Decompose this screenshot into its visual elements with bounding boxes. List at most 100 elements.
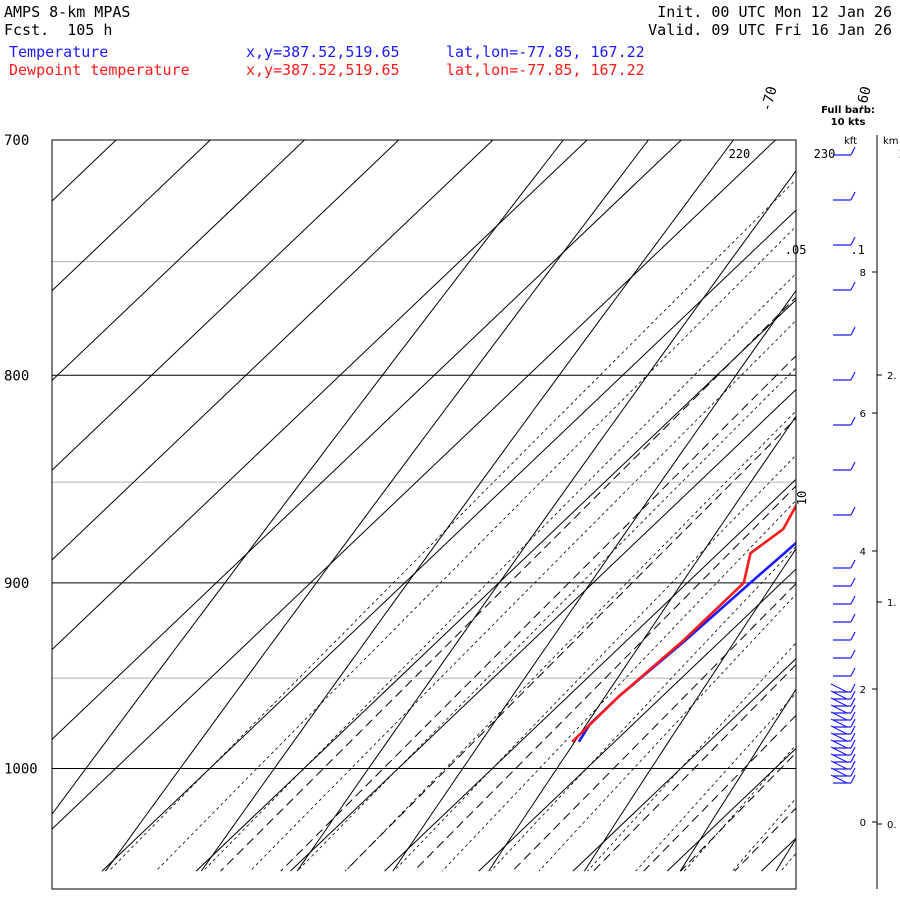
init-time: Init. 00 UTC Mon 12 Jan 26 xyxy=(657,3,892,21)
moist-adiabat-line xyxy=(155,226,796,872)
wind-barb-flag xyxy=(830,704,848,714)
isotherm-line xyxy=(52,140,306,382)
temperature-tick-label: -60 xyxy=(853,85,875,114)
dry-adiabat-line xyxy=(679,688,796,872)
dry-adiabat-line xyxy=(52,140,564,815)
temperature-profile-line xyxy=(577,541,796,743)
km-tick-label: 2. xyxy=(887,371,897,382)
wind-barb-flag xyxy=(830,690,848,700)
dewpoint-latlon: lat,lon=-77.85, 167.22 xyxy=(446,61,645,79)
isotherm-line xyxy=(52,140,494,561)
isotherm-line xyxy=(195,299,796,872)
mixing-ratio-label: .05 xyxy=(785,243,807,257)
isotherm-line xyxy=(761,837,796,872)
barb-key-title: Full barb: xyxy=(821,105,875,116)
wind-barb-flag xyxy=(830,697,848,707)
pressure-tick-label: 800 xyxy=(4,368,29,384)
dry-adiabat-line xyxy=(296,169,796,872)
isotherm-line xyxy=(52,140,683,741)
moist-adiabat-line xyxy=(780,852,796,872)
theta-label: 230 xyxy=(814,147,836,161)
km-label: km xyxy=(883,136,899,147)
theta-label: 240 xyxy=(899,147,900,161)
moist-adiabat-line xyxy=(345,410,796,872)
wind-barb-flag xyxy=(850,577,856,587)
mixing-ratio-line xyxy=(512,582,796,872)
kft-tick-label: 2 xyxy=(860,685,866,696)
wind-barb-flag xyxy=(850,697,856,707)
wind-barb-flag xyxy=(850,371,856,381)
wind-barb-flag xyxy=(850,613,856,623)
dry-adiabat-line xyxy=(200,140,735,872)
wind-barb-flag xyxy=(850,649,856,659)
mixing-ratio-line xyxy=(220,296,796,872)
wind-barb-flag xyxy=(850,739,856,749)
mixing-ratio-line xyxy=(643,714,796,872)
kft-tick-label: 4 xyxy=(860,547,866,558)
isotherm-line xyxy=(572,658,796,872)
plot-frame xyxy=(51,139,797,890)
wind-barb-flag xyxy=(850,760,856,770)
moist-adiabat-line xyxy=(249,319,796,872)
wind-barb-flag xyxy=(830,760,848,770)
wind-barb-flag xyxy=(850,559,856,569)
wind-barb-flag xyxy=(850,416,856,426)
wind-barb-flag xyxy=(850,683,856,693)
kft-tick-label: 0 xyxy=(860,818,866,829)
moist-adiabat-line xyxy=(490,546,796,872)
wind-barb-flag xyxy=(830,683,848,693)
wind-barb-flag xyxy=(850,732,856,742)
moist-adiabat-line xyxy=(108,179,796,872)
wind-barb-flag xyxy=(830,725,848,735)
legend-temperature: Temperature xyxy=(9,43,109,61)
moist-adiabat-line xyxy=(683,744,796,872)
km-tick-label: 0. xyxy=(887,820,897,831)
wind-barb-flag xyxy=(850,667,856,677)
moist-adiabat-line xyxy=(587,642,796,872)
wind-barb-flag xyxy=(850,774,856,784)
dry-adiabat-line xyxy=(392,289,796,872)
temperature-xy: x,y=387.52,519.65 xyxy=(246,43,400,61)
wind-barb-flag xyxy=(850,725,856,735)
wind-barb-flag xyxy=(830,718,848,728)
wind-barb-flag xyxy=(850,191,856,201)
valid-time: Valid. 09 UTC Fri 16 Jan 26 xyxy=(648,21,892,39)
wind-barb-flag xyxy=(830,774,848,784)
theta-label: 220 xyxy=(729,147,751,161)
mixing-ratio-line xyxy=(413,485,796,872)
dewpoint-profile-line xyxy=(571,503,796,743)
wind-barb-flag xyxy=(850,704,856,714)
model-title: AMPS 8-km MPAS xyxy=(4,3,131,21)
dry-adiabat-line xyxy=(872,89,900,871)
isotherm-line xyxy=(666,747,796,872)
moist-adiabat-line xyxy=(829,89,900,871)
mixing-ratio-label: .1 xyxy=(850,243,864,257)
isotherm-line xyxy=(478,568,796,872)
wind-barb-flag xyxy=(830,753,848,763)
km-tick-label: 1. xyxy=(887,598,897,609)
isotherm-line xyxy=(52,140,400,471)
wind-barb-flag xyxy=(830,732,848,742)
isotherm-line xyxy=(0,89,76,871)
wind-barb-flag xyxy=(850,718,856,728)
moist-adiabat-line xyxy=(442,499,796,872)
kft-tick-label: 8 xyxy=(860,268,866,279)
mixing-ratio-line xyxy=(344,417,796,872)
wind-barb-flag xyxy=(850,753,856,763)
kft-tick-label: 6 xyxy=(860,409,866,420)
wind-barb-flag xyxy=(830,739,848,749)
temperature-tick-label: -70 xyxy=(759,85,781,114)
wind-barb-flag xyxy=(850,631,856,641)
moist-adiabat-line xyxy=(878,89,900,871)
dry-adiabat-line xyxy=(583,547,796,872)
wind-barb-flag xyxy=(850,690,856,700)
isotherm-line xyxy=(856,89,900,871)
wind-barb-flag xyxy=(830,746,848,756)
wind-barb-flag xyxy=(850,595,856,605)
isotherm-line xyxy=(384,478,796,872)
isotherm-line xyxy=(52,140,117,202)
barb-key-value: 10 kts xyxy=(831,117,866,128)
wind-barb-flag xyxy=(850,146,856,156)
wind-barb-flag xyxy=(850,281,856,291)
